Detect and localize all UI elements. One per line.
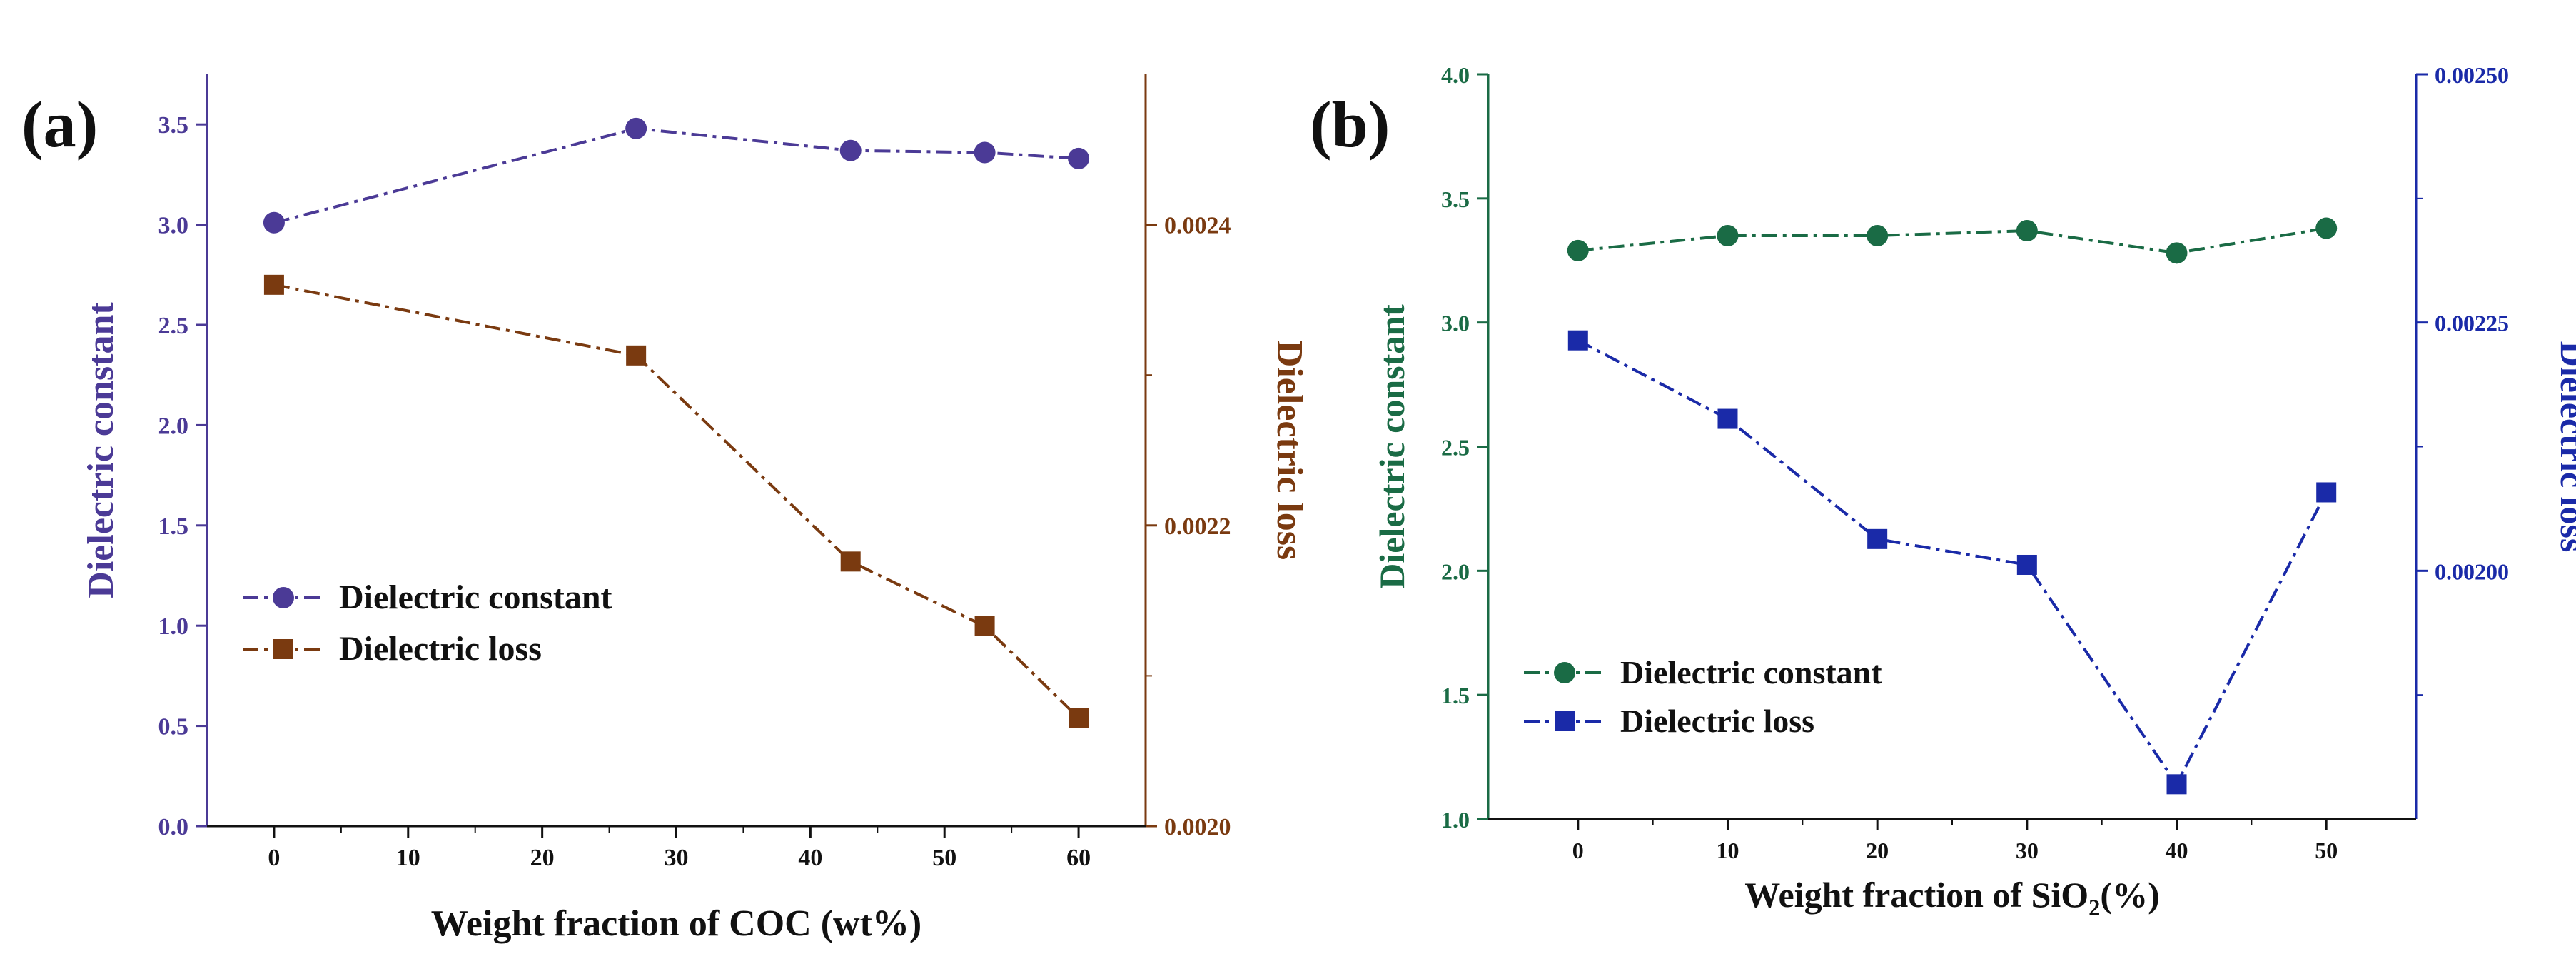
legend-marker-circle — [273, 587, 294, 608]
x-axis-title-tail: (%) — [2100, 875, 2159, 915]
data-point-square — [1867, 528, 1888, 549]
legend-label: Dielectric constant — [1620, 654, 1882, 691]
x-tick-label: 50 — [932, 845, 956, 871]
data-point-square — [1717, 408, 1738, 429]
x-tick-label: 20 — [530, 845, 555, 871]
right-y-tick-label: 0.00250 — [2435, 62, 2509, 88]
left-y-tick-label: 1.5 — [158, 513, 189, 540]
x-axis-title-subscript: 2 — [2088, 895, 2100, 921]
data-point-circle — [2166, 242, 2188, 264]
data-point-circle — [1068, 147, 1090, 169]
left-y-axis-title: Dielectric constant — [81, 302, 121, 598]
data-point-circle — [2016, 220, 2038, 242]
left-y-tick-label: 4.0 — [1441, 62, 1470, 88]
data-point-circle — [263, 211, 285, 234]
left-y-tick-label: 3.5 — [1441, 186, 1470, 212]
left-y-tick-label: 2.0 — [158, 413, 189, 439]
series-line-dielectric-loss — [1577, 338, 2328, 788]
legend-marker-square — [1555, 711, 1575, 731]
left-y-tick-label: 3.0 — [158, 213, 189, 239]
right-y-tick-label: 0.00200 — [2435, 558, 2509, 584]
x-tick-label: 40 — [798, 845, 822, 871]
left-y-tick-label: 2.5 — [1441, 435, 1470, 461]
x-tick-label: 40 — [2166, 838, 2188, 863]
data-point-square — [1069, 708, 1089, 728]
right-y-axis-title: Dielectric loss — [2553, 341, 2576, 553]
panel-label: (a) — [21, 88, 98, 161]
right-y-tick-label: 0.0022 — [1164, 513, 1231, 540]
left-y-tick-label: 2.0 — [1441, 558, 1470, 584]
x-tick-label: 0 — [268, 845, 280, 871]
legend-label: Dielectric loss — [1620, 703, 1814, 739]
chart-panel-a: 0 10 20 30 40 50 60 0.0 0.5 1.0 1.5 2.0 2.5 3.0 3.5 0.0… — [21, 74, 1310, 944]
left-y-tick-label: 0.0 — [158, 814, 189, 840]
data-point-circle — [2315, 217, 2338, 239]
panel-label: (b) — [1310, 88, 1390, 161]
data-point-square — [974, 616, 995, 636]
x-tick-label: 10 — [1716, 838, 1739, 863]
left-y-axis-title: Dielectric constant — [1372, 304, 1412, 589]
x-axis-title-main: Weight fraction of SiO — [1744, 875, 2088, 915]
left-y-tick-label: 1.0 — [1441, 807, 1470, 833]
x-axis-title: Weight fraction of COC (wt%) — [431, 903, 921, 944]
data-point-circle — [839, 139, 862, 161]
right-y-tick-label: 0.0020 — [1164, 814, 1231, 840]
legend-label: Dielectric loss — [339, 630, 542, 668]
x-tick-label: 10 — [396, 845, 420, 871]
series-line-dielectric-constant — [1577, 226, 2327, 255]
x-tick-label: 0 — [1572, 838, 1584, 863]
chart-panel-b: 0 10 20 30 40 50 1.0 1.5 2.0 2.5 3.0 3.5 4.0 0.00200 0… — [1310, 62, 2576, 921]
data-point-circle — [1867, 224, 1889, 246]
data-point-circle — [1567, 239, 1589, 261]
data-point-circle — [1717, 224, 1739, 246]
data-point-square — [2316, 482, 2337, 503]
data-point-circle — [625, 117, 647, 139]
x-tick-label: 30 — [665, 845, 689, 871]
data-point-square — [626, 345, 647, 366]
left-y-tick-label: 1.5 — [1441, 683, 1470, 708]
legend-marker-square — [273, 639, 293, 659]
x-tick-label: 50 — [2315, 838, 2338, 863]
legend-label: Dielectric constant — [339, 578, 612, 616]
x-tick-label: 60 — [1066, 845, 1091, 871]
series-line-dielectric-constant — [273, 126, 1079, 224]
right-y-axis-title: Dielectric loss — [1269, 341, 1310, 561]
right-y-tick-label: 0.00225 — [2435, 311, 2509, 336]
data-point-square — [840, 551, 861, 572]
legend-marker-circle — [1554, 662, 1575, 683]
left-y-tick-label: 3.0 — [1441, 311, 1470, 336]
right-y-tick-label: 0.0024 — [1164, 213, 1231, 239]
x-tick-label: 20 — [1866, 838, 1889, 863]
data-point-circle — [974, 141, 996, 164]
x-axis-title: Weight fraction of SiO2(%) — [1744, 875, 2159, 921]
left-y-tick-label: 1.0 — [158, 613, 189, 640]
left-y-tick-label: 2.5 — [158, 313, 189, 339]
data-point-square — [2166, 774, 2187, 795]
left-y-tick-label: 3.5 — [158, 112, 189, 139]
x-tick-label: 30 — [2016, 838, 2039, 863]
data-point-square — [1567, 330, 1588, 351]
data-point-square — [2016, 554, 2037, 575]
data-point-square — [263, 274, 284, 295]
left-y-tick-label: 0.5 — [158, 714, 189, 740]
